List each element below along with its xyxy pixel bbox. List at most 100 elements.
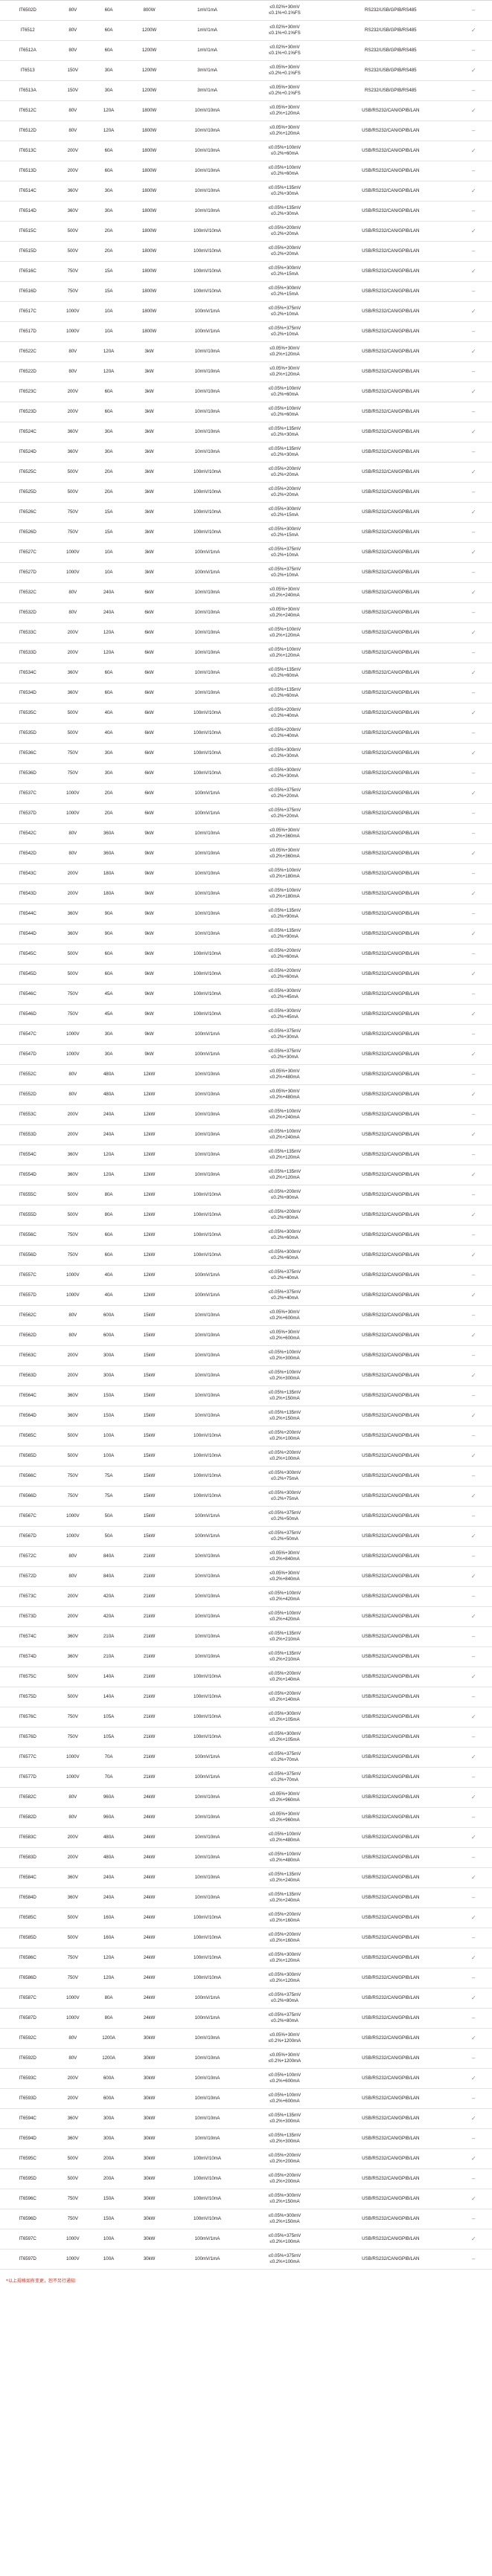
cell-interface: USB/RS232/CAN/GPIB/LAN bbox=[362, 710, 420, 716]
cell-resolution: 10mV/10mA bbox=[194, 2136, 220, 2142]
cell-interface: USB/RS232/CAN/GPIB/LAN bbox=[362, 329, 420, 335]
cell-resolution: 100mV/10mA bbox=[193, 2196, 221, 2202]
cell-model: IT6585C bbox=[19, 1915, 36, 1921]
cell-interface: USB/RS232/CAN/GPIB/LAN bbox=[362, 1373, 420, 1379]
cell-current: 60A bbox=[104, 1252, 113, 1258]
cell-model: IT6593C bbox=[19, 2076, 36, 2081]
cell-interface: USB/RS232/CAN/GPIB/LAN bbox=[362, 1734, 420, 1740]
table-row: IT6555D 500V 80A 12kW 100mV/10mA ≤0.05%+200mV… bbox=[0, 1205, 492, 1226]
cell-interface: USB/RS232/CAN/GPIB/LAN bbox=[362, 1674, 420, 1680]
cell-current: 180A bbox=[103, 891, 115, 897]
model-specification-table: IT6502D 80V 60A 800W 1mV/1mA ≤0.02%+30mV ≤0.1%… bbox=[0, 0, 492, 2270]
cell-voltage: 360V bbox=[67, 188, 78, 194]
cell-accuracy: ≤0.05%+375mV ≤0.2%+80mA bbox=[243, 1989, 326, 2009]
cell-power: 15kW bbox=[143, 1333, 156, 1339]
cell-power: 3kW bbox=[144, 369, 154, 375]
accuracy-voltage: ≤0.05%+135mV bbox=[268, 928, 301, 934]
cell-voltage: 200V bbox=[67, 871, 78, 877]
cell-interface: USB/RS232/CAN/GPIB/LAN bbox=[362, 971, 420, 977]
cell-model: IT6546C bbox=[19, 991, 36, 997]
dash-icon: – bbox=[472, 909, 476, 917]
cell-interface: RS232/USB/GPIB/RS485 bbox=[365, 68, 417, 74]
check-icon: ✓ bbox=[470, 1411, 476, 1419]
dash-icon: – bbox=[472, 1070, 476, 1078]
cell-power: 30kW bbox=[143, 2136, 156, 2142]
table-row: IT6543D 200V 180A 9kW 10mV/10mA ≤0.05%+100mV ≤… bbox=[0, 884, 492, 904]
cell-accuracy: ≤0.05%+200mV ≤0.2%+200mA bbox=[243, 2169, 326, 2189]
cell-model: IT6502D bbox=[19, 7, 36, 13]
accuracy-current: ≤0.2%+30mA bbox=[271, 191, 298, 196]
table-row: IT6552D 80V 480A 12kW 10mV/10mA ≤0.05%+30mV ≤0… bbox=[0, 1085, 492, 1105]
cell-model: IT6526C bbox=[19, 509, 36, 515]
cell-resolution: 10mV/10mA bbox=[194, 1313, 220, 1318]
accuracy-current: ≤0.2%+60mA bbox=[271, 171, 298, 176]
cell-power: 1800W bbox=[141, 228, 157, 234]
cell-accuracy: ≤0.05%+30mV ≤0.2%+600mA bbox=[243, 1306, 326, 1326]
cell-option: ✓ bbox=[455, 1205, 492, 1226]
cell-voltage: 750V bbox=[67, 1252, 78, 1258]
cell-current: 600A bbox=[103, 2096, 115, 2102]
cell-interface: RS232/USB/GPIB/RS485 bbox=[365, 48, 417, 54]
cell-option: ✓ bbox=[455, 1868, 492, 1888]
cell-resolution: 10mV/10mA bbox=[194, 1413, 220, 1419]
cell-resolution: 1mV/1mA bbox=[197, 7, 217, 13]
cell-voltage: 360V bbox=[67, 1875, 78, 1881]
cell-power: 12kW bbox=[143, 1112, 156, 1118]
cell-power: 3kW bbox=[144, 570, 154, 576]
accuracy-current: ≤0.2%+60mA bbox=[271, 1235, 298, 1240]
cell-current: 60A bbox=[104, 690, 113, 696]
accuracy-voltage: ≤0.05%+30mV bbox=[269, 2032, 300, 2038]
cell-model: IT6524D bbox=[19, 449, 36, 455]
dash-icon: – bbox=[472, 1552, 476, 1559]
dash-icon: – bbox=[472, 2174, 476, 2182]
table-row: IT6542D 80V 360A 9kW 10mV/10mA ≤0.05%+30mV ≤0.… bbox=[0, 844, 492, 864]
accuracy-voltage: ≤0.05%+375mV bbox=[268, 1992, 301, 1998]
cell-option: – bbox=[455, 2049, 492, 2069]
accuracy-current: ≤0.2%+240mA bbox=[269, 593, 300, 598]
cell-power: 30kW bbox=[143, 2096, 156, 2102]
cell-model: IT6566D bbox=[19, 1493, 36, 1499]
cell-current: 50A bbox=[104, 1513, 113, 1519]
cell-voltage: 500V bbox=[67, 1212, 78, 1218]
cell-option: ✓ bbox=[455, 2229, 492, 2250]
cell-voltage: 750V bbox=[67, 289, 78, 294]
accuracy-current: ≤0.2%+120mA bbox=[269, 1978, 300, 1983]
cell-current: 240A bbox=[103, 590, 115, 596]
table-row: IT6532D 80V 240A 6kW 10mV/10mA ≤0.05%+30mV ≤0.… bbox=[0, 603, 492, 623]
cell-interface: USB/RS232/CAN/GPIB/LAN bbox=[362, 2076, 420, 2081]
cell-model: IT6554C bbox=[19, 1152, 36, 1158]
accuracy-voltage: ≤0.05%+135mV bbox=[268, 1651, 301, 1657]
accuracy-voltage: ≤0.05%+100mV bbox=[268, 1370, 301, 1376]
accuracy-voltage: ≤0.05%+375mV bbox=[268, 2253, 301, 2259]
accuracy-voltage: ≤0.05%+200mV bbox=[268, 2173, 301, 2179]
cell-resolution: 3mV/1mA bbox=[197, 88, 217, 94]
check-icon: ✓ bbox=[470, 2195, 476, 2202]
cell-model: IT6533C bbox=[19, 630, 36, 636]
cell-power: 9kW bbox=[144, 1052, 154, 1057]
table-row: IT6533D 200V 120A 6kW 10mV/10mA ≤0.05%+100mV ≤… bbox=[0, 643, 492, 663]
accuracy-current: ≤0.2%+20mA bbox=[271, 251, 298, 257]
accuracy-current: ≤0.2%+30mA bbox=[271, 773, 298, 779]
cell-accuracy: ≤0.05%+375mV ≤0.2%+100mA bbox=[243, 2229, 326, 2250]
cell-interface: USB/RS232/CAN/GPIB/LAN bbox=[362, 1031, 420, 1037]
cell-interface: USB/RS232/CAN/GPIB/LAN bbox=[362, 550, 420, 556]
cell-accuracy: ≤0.05%+30mV ≤0.2%+840mA bbox=[243, 1547, 326, 1567]
accuracy-voltage: ≤0.05%+100mV bbox=[268, 1852, 301, 1858]
cell-resolution: 10mV/10mA bbox=[194, 1373, 220, 1379]
cell-option: – bbox=[455, 1226, 492, 1246]
cell-current: 75A bbox=[104, 1473, 113, 1479]
cell-model: IT6547C bbox=[19, 1031, 36, 1037]
table-row: IT6557C 1000V 40A 12kW 100mV/1mA ≤0.05%+375mV… bbox=[0, 1266, 492, 1286]
accuracy-voltage: ≤0.05%+200mV bbox=[268, 1691, 301, 1697]
cell-current: 20A bbox=[104, 469, 113, 475]
accuracy-voltage: ≤0.05%+375mV bbox=[268, 788, 301, 793]
cell-resolution: 10mV/10mA bbox=[194, 931, 220, 937]
cell-interface: USB/RS232/CAN/GPIB/LAN bbox=[362, 1895, 420, 1901]
cell-option: ✓ bbox=[455, 1487, 492, 1507]
cell-resolution: 10mV/10mA bbox=[194, 409, 220, 415]
check-icon: ✓ bbox=[470, 1090, 476, 1098]
cell-current: 600A bbox=[103, 1333, 115, 1339]
cell-interface: USB/RS232/CAN/GPIB/LAN bbox=[362, 2196, 420, 2202]
table-row: IT6552C 80V 480A 12kW 10mV/10mA ≤0.05%+30mV ≤0… bbox=[0, 1065, 492, 1085]
cell-accuracy: ≤0.05%+100mV ≤0.2%+240mA bbox=[243, 1125, 326, 1145]
